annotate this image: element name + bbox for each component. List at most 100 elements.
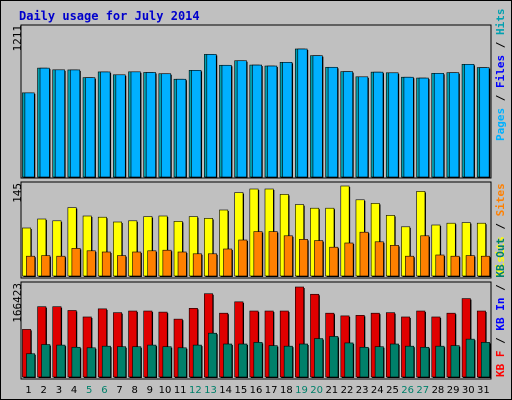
kb-out-bar xyxy=(101,345,111,378)
hits-bar xyxy=(358,76,369,178)
hits-bar xyxy=(342,71,353,178)
kb-out-bar xyxy=(299,343,308,378)
kb-out-bar xyxy=(71,346,81,378)
hits-bar xyxy=(100,71,111,178)
kb-out-bar xyxy=(480,342,490,378)
hits-bar xyxy=(191,70,202,178)
day-tick-label: 3 xyxy=(56,385,62,396)
day-tick-label: 20 xyxy=(310,385,323,396)
kb-out-bar xyxy=(374,346,384,378)
day-tick-label: 22 xyxy=(341,385,354,396)
kb-out-bar xyxy=(132,346,142,378)
panel3-legend-separator: / xyxy=(494,331,507,351)
day-tick-label: 15 xyxy=(234,385,247,396)
kb-out-bar xyxy=(268,345,278,378)
sites-bar xyxy=(238,239,248,277)
day-tick-label: 26 xyxy=(401,385,414,396)
kb-out-bar xyxy=(117,346,127,378)
day-tick-label: 16 xyxy=(250,385,263,396)
panel3-legend-part: KB In xyxy=(494,298,507,331)
panel2-max-label: 145 xyxy=(11,183,24,203)
kb-out-bar xyxy=(420,346,430,378)
kb-out-bar xyxy=(329,336,339,378)
day-tick-label: 12 xyxy=(189,385,202,396)
kb-out-bar xyxy=(41,344,51,378)
sites-bar xyxy=(71,248,81,277)
panel2-legend-part: Sites xyxy=(494,183,507,216)
hits-bar xyxy=(24,92,35,178)
sites-bar xyxy=(86,250,96,277)
kb-out-bar xyxy=(465,338,475,378)
day-tick-label: 2 xyxy=(41,385,47,396)
hits-bar xyxy=(297,48,308,178)
sites-bar xyxy=(435,254,445,277)
panel1-legend-part: Files xyxy=(494,55,507,88)
sites-bar xyxy=(192,253,202,277)
hits-bar xyxy=(327,66,338,178)
day-tick-label: 8 xyxy=(132,385,138,396)
hits-bar xyxy=(252,64,263,178)
hits-bar xyxy=(464,64,475,178)
hits-bar xyxy=(85,77,96,178)
day-tick-label: 30 xyxy=(462,385,475,396)
day-tick-label: 28 xyxy=(432,385,445,396)
hits-bar xyxy=(236,60,247,178)
day-tick-label: 31 xyxy=(477,385,490,396)
day-tick-label: 29 xyxy=(447,385,460,396)
kb-out-bar xyxy=(450,345,460,378)
day-tick-label: 1 xyxy=(25,385,31,396)
kb-out-bar xyxy=(405,345,415,378)
sites-bar xyxy=(314,240,324,277)
day-tick-label: 18 xyxy=(280,385,293,396)
kb-out-bar xyxy=(147,344,157,378)
day-tick-label: 19 xyxy=(295,385,308,396)
sites-bar xyxy=(283,235,293,277)
sites-bar xyxy=(465,255,475,277)
day-tick-label: 23 xyxy=(356,385,369,396)
day-tick-label: 14 xyxy=(219,385,232,396)
sites-bar xyxy=(480,255,490,277)
kb-out-bar xyxy=(162,346,172,378)
panel2-legend-part: Visits xyxy=(494,236,507,276)
sites-bar xyxy=(389,245,399,277)
sites-bar xyxy=(147,250,157,277)
hits-bar xyxy=(161,73,172,178)
panel3-max-label: 166423 xyxy=(11,283,24,323)
chart-title: Daily usage for July 2014 xyxy=(19,9,200,23)
hits-bar xyxy=(145,72,156,178)
kb-out-bar xyxy=(208,332,217,378)
kb-out-bar xyxy=(389,343,399,378)
sites-bar xyxy=(405,255,415,277)
hits-bar xyxy=(130,71,141,178)
sites-bar xyxy=(420,235,430,277)
day-tick-label: 24 xyxy=(371,385,384,396)
kb-out-bar xyxy=(26,353,36,378)
panel3-legend-separator: / xyxy=(494,278,507,298)
kb-out-bar xyxy=(359,346,369,378)
panel1-legend-part: Pages xyxy=(494,108,507,141)
hits-bar xyxy=(388,72,399,178)
day-tick-label: 25 xyxy=(386,385,399,396)
hits-bar xyxy=(418,77,429,178)
kb-out-bar xyxy=(177,347,187,378)
panel1-legend-part: Hits xyxy=(494,9,507,36)
kb-out-bar xyxy=(238,343,248,378)
kb-out-bar xyxy=(283,345,293,378)
day-tick-label: 17 xyxy=(265,385,278,396)
sites-bar xyxy=(56,255,66,277)
kb-out-bar xyxy=(344,342,354,378)
sites-bar xyxy=(450,255,460,277)
sites-bar xyxy=(162,249,172,277)
kb-out-bar xyxy=(314,338,324,378)
sites-bar xyxy=(101,251,111,277)
day-tick-label: 13 xyxy=(204,385,217,396)
sites-bar xyxy=(208,253,217,277)
hits-bar xyxy=(176,78,187,178)
sites-bar xyxy=(253,231,263,277)
hits-bar xyxy=(267,65,278,178)
sites-bar xyxy=(117,255,127,277)
kb-out-bar xyxy=(192,344,202,378)
panel1-legend-separator: / xyxy=(494,88,507,108)
